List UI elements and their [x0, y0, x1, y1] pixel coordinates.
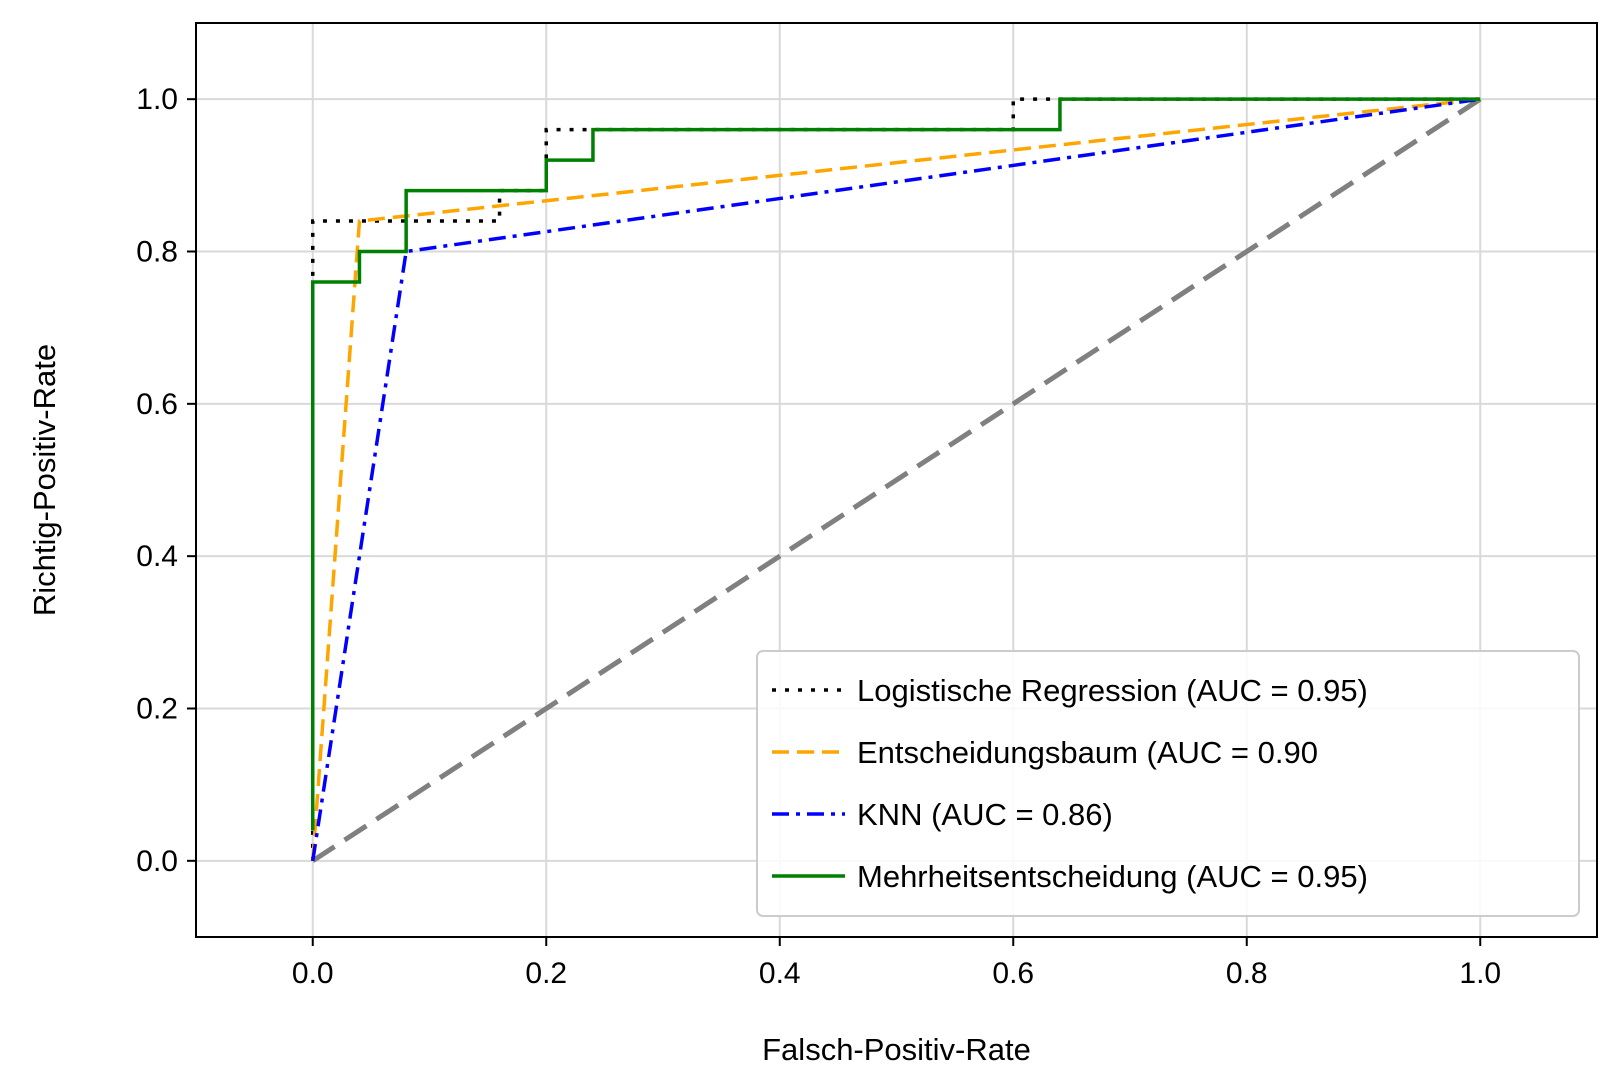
axis-ticks: 0.0 0.2 0.4 0.6 0.8 1.0 0.0 0.2 0.4 0.6 0.8 1.0 — [136, 83, 1501, 990]
y-tick-label: 0.0 — [136, 845, 178, 878]
series-line-knn — [311, 97, 1481, 862]
plot-lines — [311, 97, 1482, 863]
series-line-logistic-regression — [311, 97, 1481, 861]
legend-entry-label: KNN (AUC = 0.86) — [857, 797, 1113, 832]
x-tick-label: 0.6 — [992, 957, 1034, 990]
legend: Logistische Regression (AUC = 0.95) Entsc… — [756, 650, 1580, 917]
y-tick-label: 0.8 — [136, 236, 178, 269]
y-tick-label: 0.2 — [136, 693, 178, 726]
y-tick-label: 0.4 — [136, 540, 178, 573]
x-tick-label: 0.2 — [525, 957, 567, 990]
x-tick-label: 0.0 — [292, 957, 334, 990]
y-tick-label: 1.0 — [136, 83, 178, 116]
legend-entry-label: Logistische Regression (AUC = 0.95) — [857, 673, 1368, 708]
y-axis-label: Richtig-Positiv-Rate — [27, 344, 62, 616]
diagonal-reference-line — [311, 97, 1482, 863]
legend-entry-label: Entscheidungsbaum (AUC = 0.90 — [857, 735, 1318, 770]
plot-frame — [195, 22, 1598, 938]
x-tick-label: 0.8 — [1226, 957, 1268, 990]
legend-box — [756, 650, 1580, 917]
legend-entry-label: Mehrheitsentscheidung (AUC = 0.95) — [857, 859, 1368, 894]
y-tick-label: 0.6 — [136, 388, 178, 421]
series-line-decision-tree — [311, 97, 1481, 861]
x-tick-label: 0.4 — [759, 957, 801, 990]
x-tick-label: 1.0 — [1459, 957, 1501, 990]
series-line-majority-vote — [311, 97, 1481, 831]
x-axis-label: Falsch-Positiv-Rate — [762, 1032, 1031, 1067]
